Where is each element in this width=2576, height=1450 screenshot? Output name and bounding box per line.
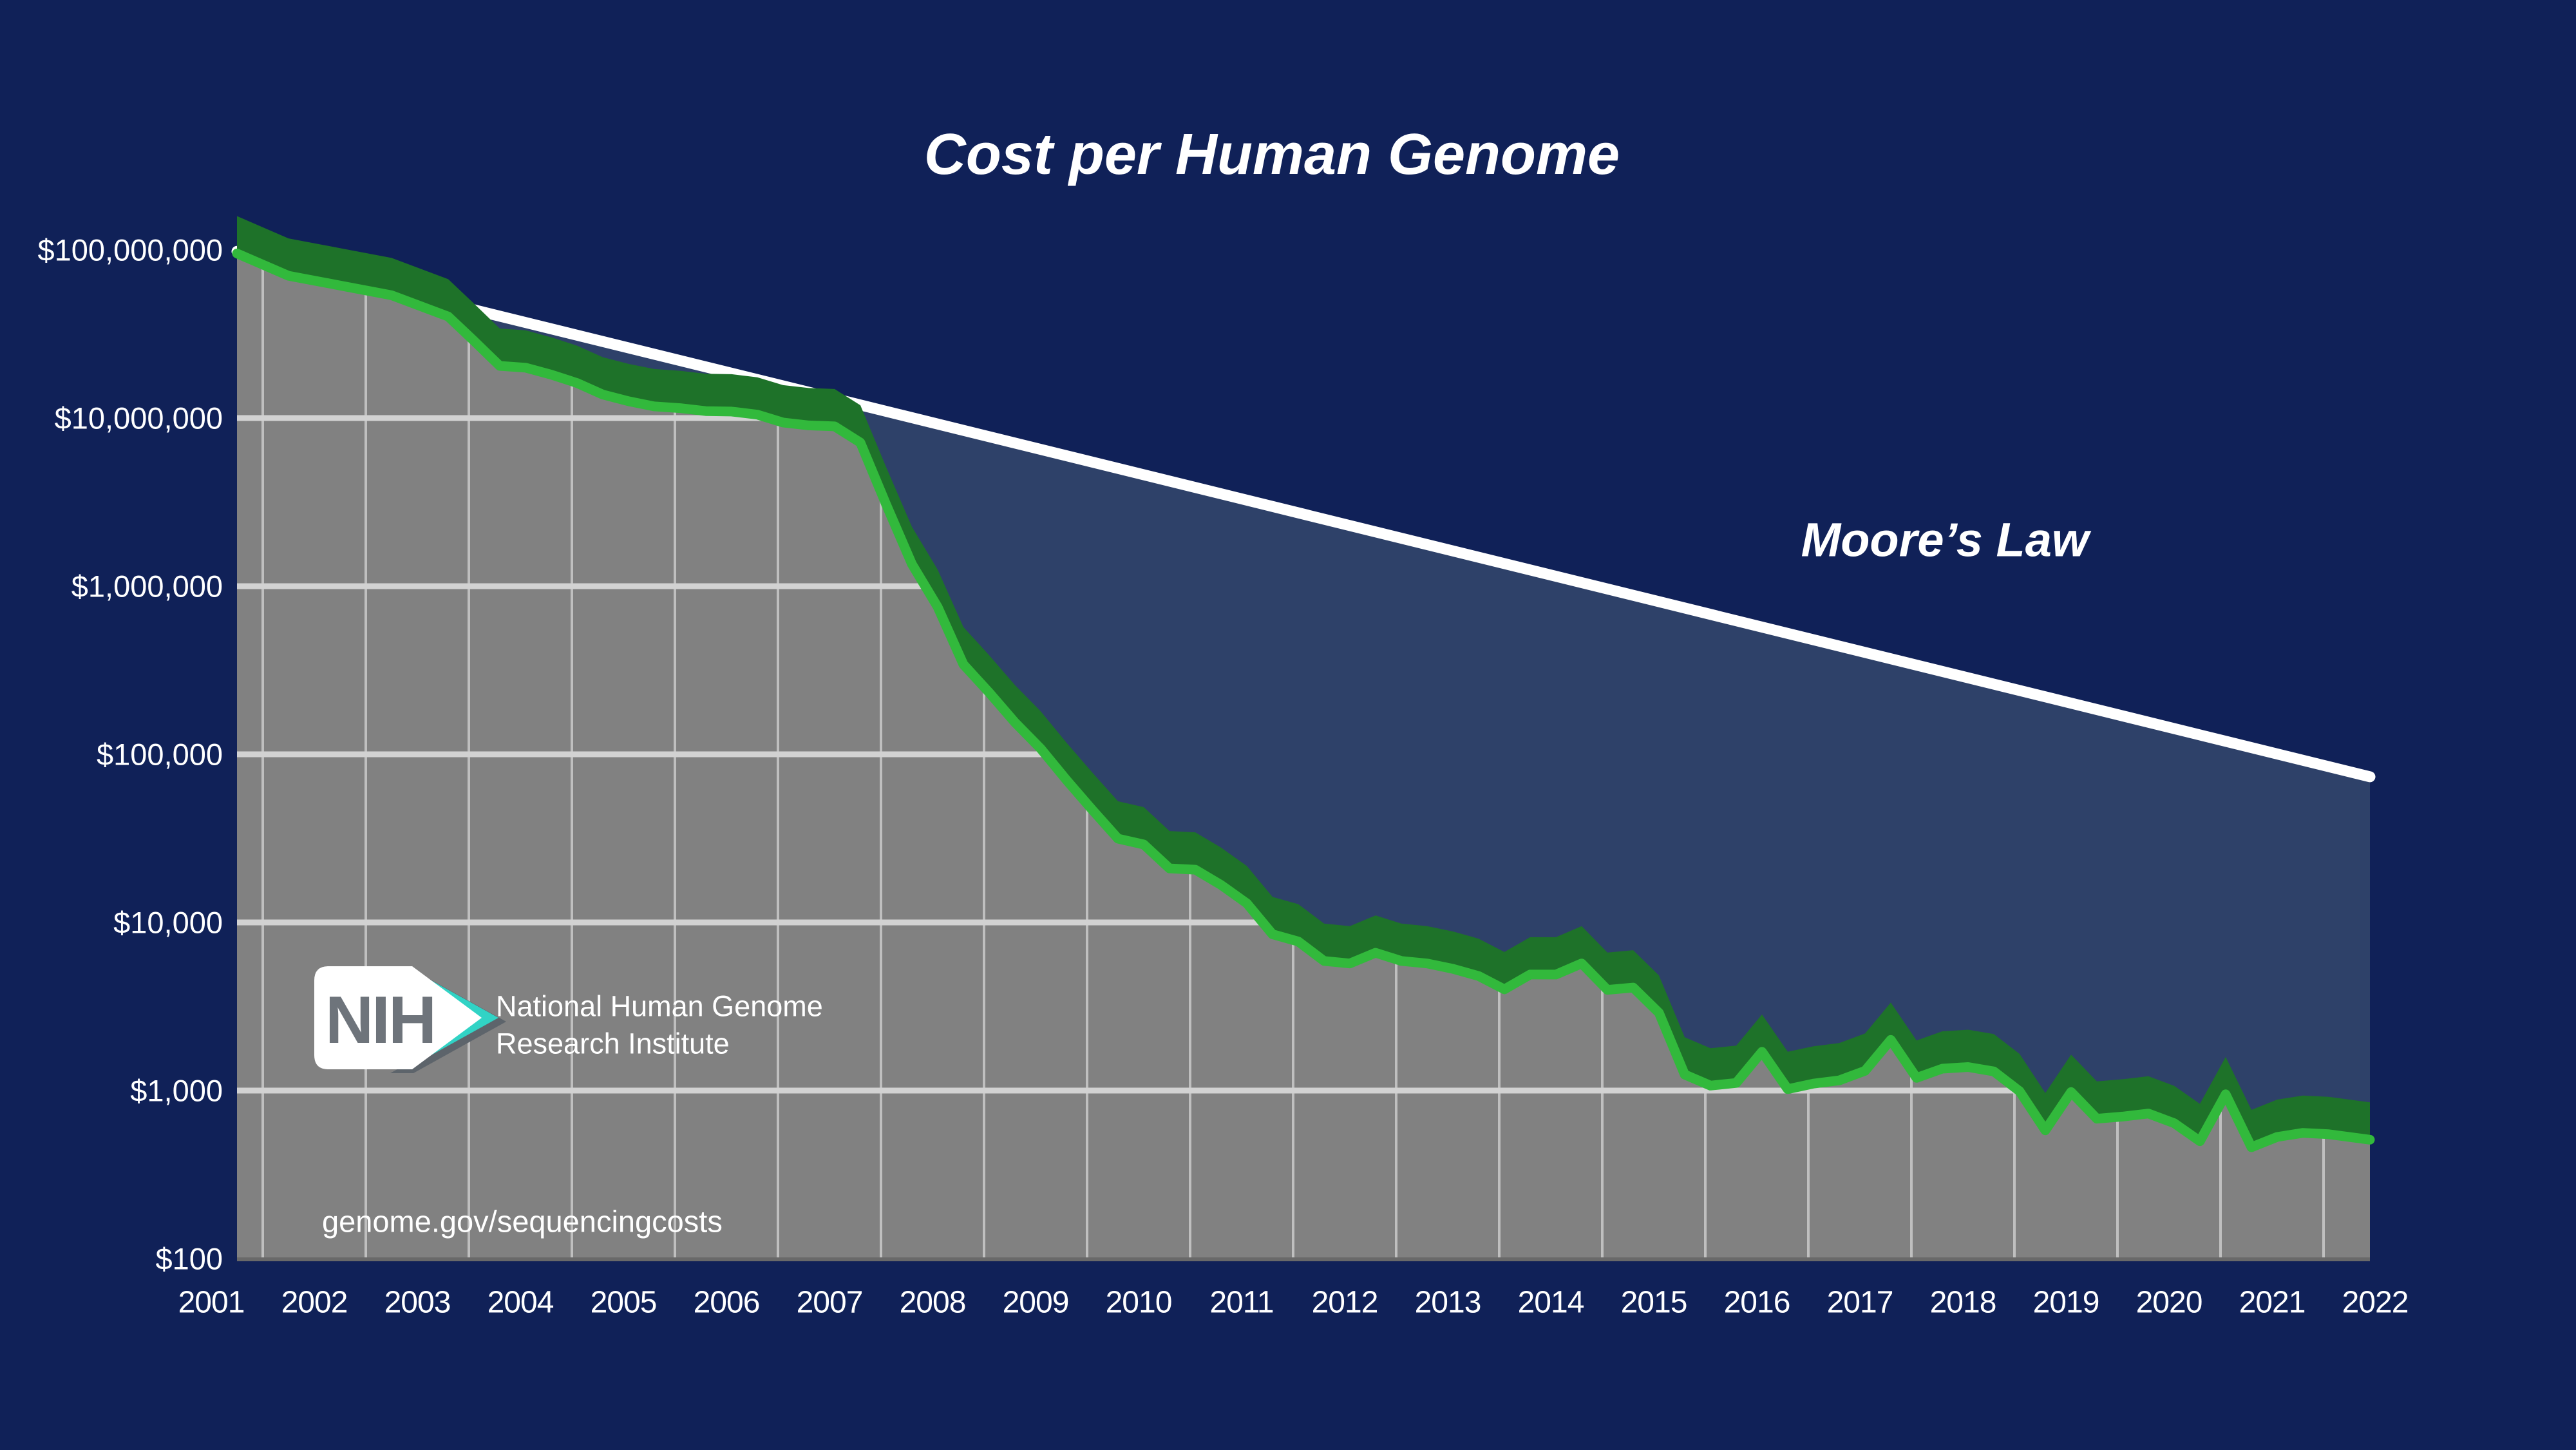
x-axis-label: 2009: [1003, 1286, 1069, 1320]
x-axis-label: 2015: [1621, 1286, 1687, 1320]
x-axis-label: 2006: [694, 1286, 760, 1320]
x-axis-label: 2013: [1415, 1286, 1481, 1320]
x-axis-label: 2001: [178, 1286, 245, 1320]
x-axis-label: 2012: [1312, 1286, 1378, 1320]
x-axis-label: 2021: [2239, 1286, 2306, 1320]
x-axis-label: 2019: [2033, 1286, 2099, 1320]
x-axis-label: 2002: [281, 1286, 348, 1320]
y-axis-label: $100,000: [97, 738, 223, 772]
nih-logo: NIH National Human Genome Research Insti…: [314, 966, 823, 1073]
x-axis-label: 2005: [591, 1286, 657, 1320]
y-axis-label: $100: [155, 1242, 223, 1276]
nih-logo-plate: [314, 966, 482, 1069]
x-axis-label: 2003: [384, 1286, 451, 1320]
x-axis-label: 2017: [1827, 1286, 1893, 1320]
x-axis-label: 2020: [2136, 1286, 2202, 1320]
cost-curve-line: [232, 249, 2375, 1152]
source-url-label: genome.gov/sequencingcosts: [322, 1205, 723, 1239]
x-axis-label: 2007: [797, 1286, 863, 1320]
x-axis-label: 2011: [1209, 1286, 1273, 1320]
y-axis-label: $10,000: [113, 906, 223, 940]
moore-law-line: [231, 245, 2376, 783]
x-axis-label: 2016: [1724, 1286, 1790, 1320]
x-axis-label: 2014: [1518, 1286, 1584, 1320]
y-axis-label: $100,000,000: [37, 233, 223, 267]
y-axis-label: $1,000,000: [71, 569, 223, 604]
x-axis-label: 2010: [1106, 1286, 1172, 1320]
x-axis-label: 2008: [900, 1286, 966, 1320]
moore-law-label: Moore’s Law: [1801, 513, 2092, 567]
y-axis-labels: $100,000,000 $10,000,000 $1,000,000 $100,00…: [37, 233, 223, 1276]
x-axis-label: 2018: [1930, 1286, 1996, 1320]
nih-name-line1: National Human Genome: [496, 990, 823, 1023]
moore-law-fill-area: [237, 251, 2370, 1147]
cost-curve-3d-band: [237, 216, 2370, 1147]
x-axis-label: 2022: [2342, 1286, 2409, 1320]
x-axis-labels: 2001 2002 2003 2004 2005 2006 2007 2008 2009 2010…: [178, 1286, 2409, 1320]
nih-logo-letters: NIH: [325, 983, 435, 1058]
nih-name-line2: Research Institute: [496, 1027, 730, 1060]
chart-title: Cost per Human Genome: [924, 122, 1620, 187]
y-axis-label: $1,000: [130, 1074, 223, 1108]
y-axis-label: $10,000,000: [55, 401, 223, 435]
x-axis-label: 2004: [488, 1286, 554, 1320]
cost-area-fill: [237, 253, 2370, 1261]
